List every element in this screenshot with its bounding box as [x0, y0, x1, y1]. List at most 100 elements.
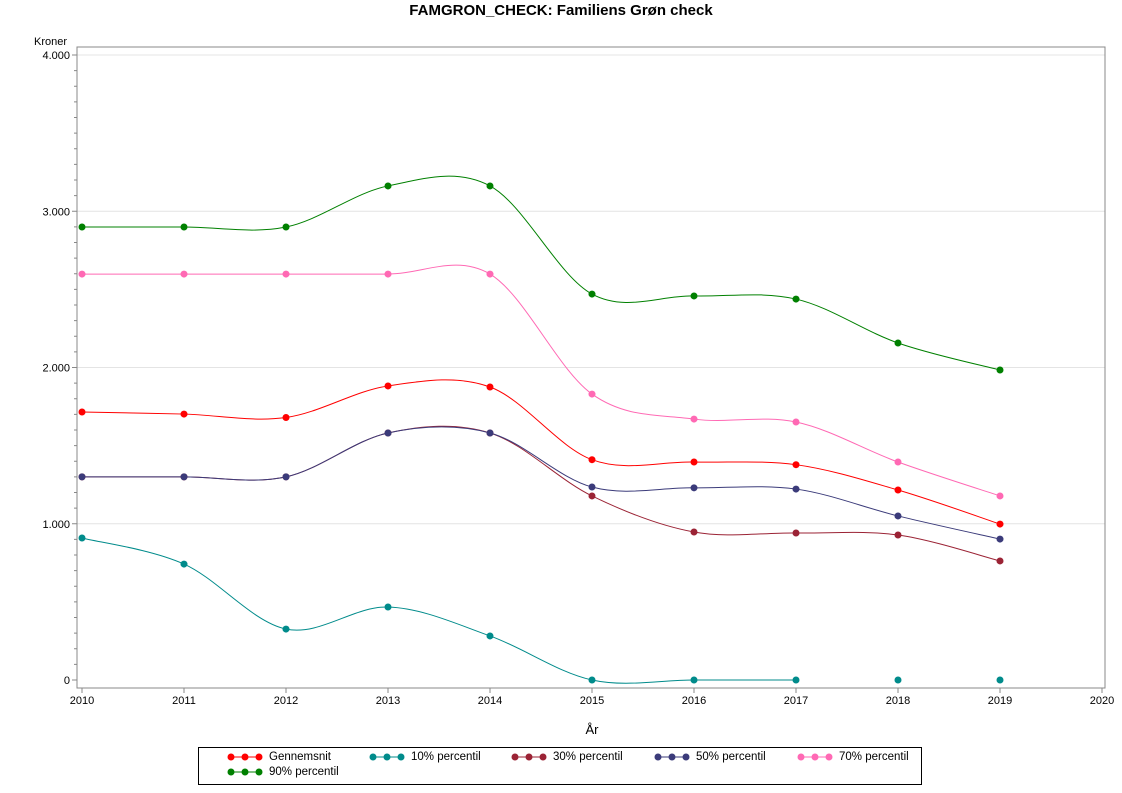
y-tick-label: 4.000 — [42, 50, 70, 62]
y-tick-label: 3.000 — [42, 206, 70, 218]
data-point — [78, 473, 86, 481]
data-point — [180, 473, 188, 481]
data-point — [690, 292, 698, 300]
legend-label: Gennemsnit — [269, 751, 332, 763]
chart-title: FAMGRON_CHECK: Familiens Grøn check — [409, 2, 713, 19]
data-point — [792, 295, 800, 303]
data-point — [180, 410, 188, 418]
series-line — [81, 537, 796, 684]
data-point — [690, 676, 698, 684]
data-point — [792, 418, 800, 426]
x-tick-label: 2013 — [376, 695, 400, 707]
data-point — [690, 484, 698, 492]
x-tick-label: 2012 — [274, 695, 298, 707]
legend-item: 10% percentil — [369, 751, 481, 763]
data-point — [996, 492, 1004, 500]
series-line — [82, 425, 1001, 562]
data-point — [384, 182, 392, 190]
legend-symbol — [511, 753, 547, 761]
data-point — [894, 531, 902, 539]
legend-label: 70% percentil — [839, 751, 909, 763]
data-point — [384, 603, 392, 611]
data-point — [996, 520, 1004, 528]
legend-symbol — [369, 753, 405, 761]
legend-item: 90% percentil — [227, 766, 339, 778]
data-point — [588, 483, 596, 491]
data-point — [894, 339, 902, 347]
data-point — [894, 512, 902, 520]
x-tick-label: 2015 — [580, 695, 604, 707]
data-point — [384, 270, 392, 278]
data-point — [282, 414, 290, 421]
x-tick-label: 2018 — [886, 695, 910, 707]
x-tick-label: 2020 — [1090, 695, 1114, 707]
data-point — [996, 557, 1004, 565]
data-point — [588, 492, 596, 500]
data-point — [588, 456, 596, 464]
legend-label: 30% percentil — [553, 751, 623, 763]
legend-symbol — [797, 753, 833, 761]
data-point — [384, 382, 392, 390]
series-line — [82, 426, 1001, 540]
data-point — [282, 625, 290, 633]
series-line — [82, 175, 1001, 371]
legend-label: 90% percentil — [269, 766, 339, 778]
data-point — [894, 486, 902, 494]
x-tick-label: 2019 — [988, 695, 1012, 707]
data-point — [996, 535, 1004, 543]
legend-item: 70% percentil — [797, 751, 909, 763]
y-tick-label: 2.000 — [42, 363, 70, 375]
legend-symbol — [654, 753, 690, 761]
legend-symbol — [227, 753, 263, 761]
data-point — [996, 676, 1004, 684]
data-point — [486, 270, 494, 278]
data-point — [690, 528, 698, 536]
x-tick-label: 2011 — [172, 695, 196, 707]
data-point — [588, 390, 596, 398]
data-point — [180, 223, 188, 231]
data-point — [180, 560, 188, 568]
legend-item: Gennemsnit — [227, 751, 331, 763]
y-tick-label: 0 — [64, 675, 70, 687]
x-tick-label: 2010 — [70, 695, 94, 707]
legend-label: 50% percentil — [696, 751, 766, 763]
data-point — [78, 270, 86, 278]
data-point — [78, 223, 86, 231]
data-point — [792, 676, 800, 684]
y-axis-label: Kroner — [34, 36, 67, 48]
data-point — [486, 182, 494, 190]
data-point — [588, 290, 596, 298]
data-point — [690, 415, 698, 423]
series-line — [81, 379, 1001, 525]
data-point — [894, 676, 902, 684]
legend-item: 30% percentil — [511, 751, 623, 763]
data-point — [792, 485, 800, 493]
data-point — [894, 458, 902, 466]
data-point — [486, 632, 494, 640]
data-point — [588, 676, 596, 684]
data-point — [792, 461, 800, 469]
data-point — [78, 534, 86, 542]
data-point — [792, 529, 800, 537]
legend: Gennemsnit 10% percentil 30% percentil 50% … — [198, 747, 922, 785]
data-point — [282, 270, 290, 278]
data-point — [282, 223, 290, 231]
data-point — [996, 366, 1004, 374]
legend-label: 10% percentil — [411, 751, 481, 763]
data-point — [282, 473, 290, 481]
data-point — [384, 429, 392, 437]
y-tick-label: 1.000 — [42, 519, 70, 531]
data-point — [486, 383, 494, 391]
data-point — [690, 458, 698, 466]
data-point — [78, 408, 86, 416]
series-line — [82, 264, 1001, 497]
x-tick-label: 2016 — [682, 695, 706, 707]
x-axis-label: År — [586, 722, 600, 737]
x-tick-label: 2017 — [784, 695, 808, 707]
x-tick-label: 2014 — [478, 695, 502, 707]
legend-item: 50% percentil — [654, 751, 766, 763]
legend-symbol — [227, 768, 263, 776]
data-point — [180, 270, 188, 278]
data-point — [486, 429, 494, 437]
